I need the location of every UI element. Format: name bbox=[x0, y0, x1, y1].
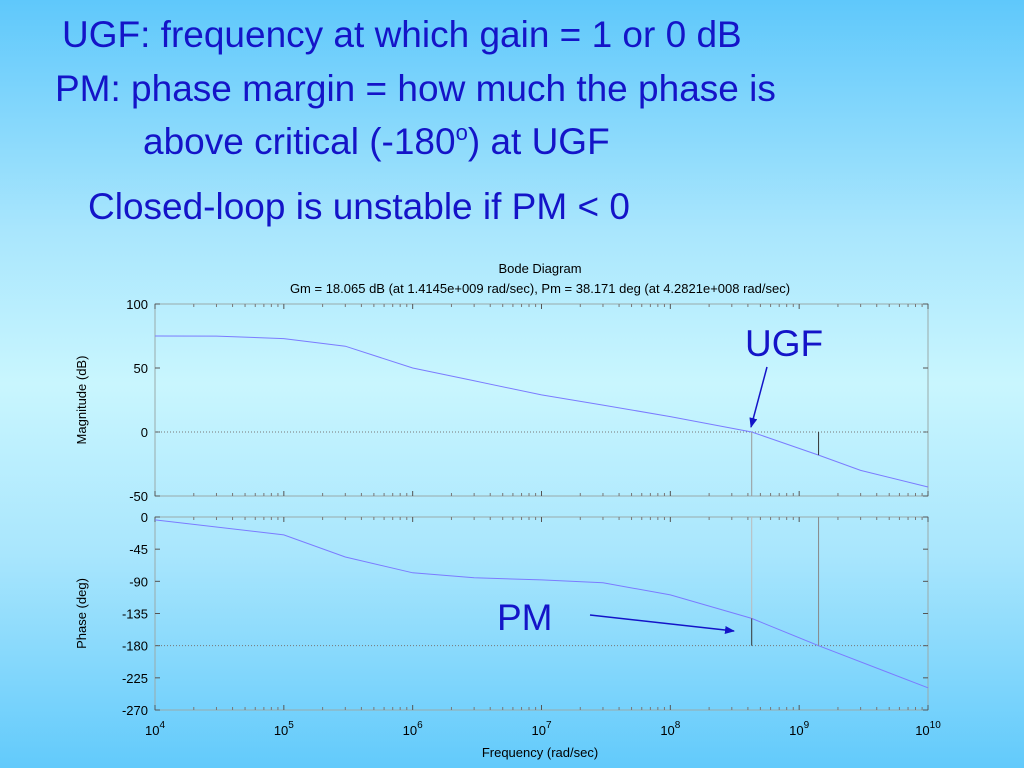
y-axis-label: Magnitude (dB) bbox=[74, 356, 89, 445]
x-tick-label: 106 bbox=[403, 720, 423, 738]
x-tick-base: 10 bbox=[789, 723, 803, 738]
y-tick-label: 0 bbox=[141, 510, 148, 525]
heading-line: above critical (-180o) at UGF bbox=[143, 120, 610, 162]
x-tick-label: 105 bbox=[274, 720, 294, 738]
x-axis-label: Frequency (rad/sec) bbox=[482, 745, 598, 760]
annotation: UGF bbox=[745, 323, 823, 364]
annotation-arrow bbox=[589, 614, 735, 634]
annotation: PM bbox=[497, 597, 553, 638]
x-tick-exponent: 10 bbox=[930, 720, 942, 731]
x-tick-label: 108 bbox=[660, 720, 680, 738]
x-tick-label: 1010 bbox=[915, 720, 941, 738]
x-tick-exponent: 5 bbox=[288, 720, 294, 731]
chart-subtitle: Gm = 18.065 dB (at 1.4145e+009 rad/sec),… bbox=[290, 281, 790, 296]
x-tick-base: 10 bbox=[274, 723, 288, 738]
heading-line: PM: phase margin = how much the phase is bbox=[55, 68, 776, 109]
x-tick-exponent: 4 bbox=[159, 720, 165, 731]
x-tick-base: 10 bbox=[531, 723, 545, 738]
x-tick-base: 10 bbox=[403, 723, 417, 738]
y-tick-label: -50 bbox=[129, 489, 148, 504]
x-tick-base: 10 bbox=[145, 723, 159, 738]
annotation-arrow bbox=[749, 366, 768, 428]
degree-sign: o bbox=[455, 120, 468, 145]
heading-line: Closed-loop is unstable if PM < 0 bbox=[88, 186, 630, 227]
heading-line: UGF: frequency at which gain = 1 or 0 dB bbox=[62, 14, 742, 55]
x-tick-exponent: 8 bbox=[675, 720, 681, 731]
series-line bbox=[154, 519, 929, 689]
x-tick-label: 107 bbox=[531, 720, 551, 738]
x-tick-base: 10 bbox=[660, 723, 674, 738]
x-tick-label: 104 bbox=[145, 720, 165, 738]
x-tick-exponent: 9 bbox=[804, 720, 810, 731]
y-tick-label: 50 bbox=[134, 361, 148, 376]
y-tick-label: -180 bbox=[122, 639, 148, 654]
heading-text: ) at UGF bbox=[467, 121, 610, 162]
y-tick-label: -135 bbox=[122, 607, 148, 622]
y-axis-label: Phase (deg) bbox=[74, 578, 89, 649]
x-tick-base: 10 bbox=[915, 723, 929, 738]
y-tick-label: -90 bbox=[129, 574, 148, 589]
y-tick-label: 0 bbox=[141, 425, 148, 440]
x-tick-exponent: 6 bbox=[417, 720, 423, 731]
chart-title: Bode Diagram bbox=[498, 261, 581, 276]
y-tick-label: -45 bbox=[129, 542, 148, 557]
y-tick-label: -270 bbox=[122, 703, 148, 718]
y-tick-label: -225 bbox=[122, 671, 148, 686]
heading-text: above critical (-180 bbox=[143, 121, 456, 162]
y-tick-label: 100 bbox=[126, 297, 148, 312]
x-tick-exponent: 7 bbox=[546, 720, 552, 731]
x-tick-label: 109 bbox=[789, 720, 809, 738]
